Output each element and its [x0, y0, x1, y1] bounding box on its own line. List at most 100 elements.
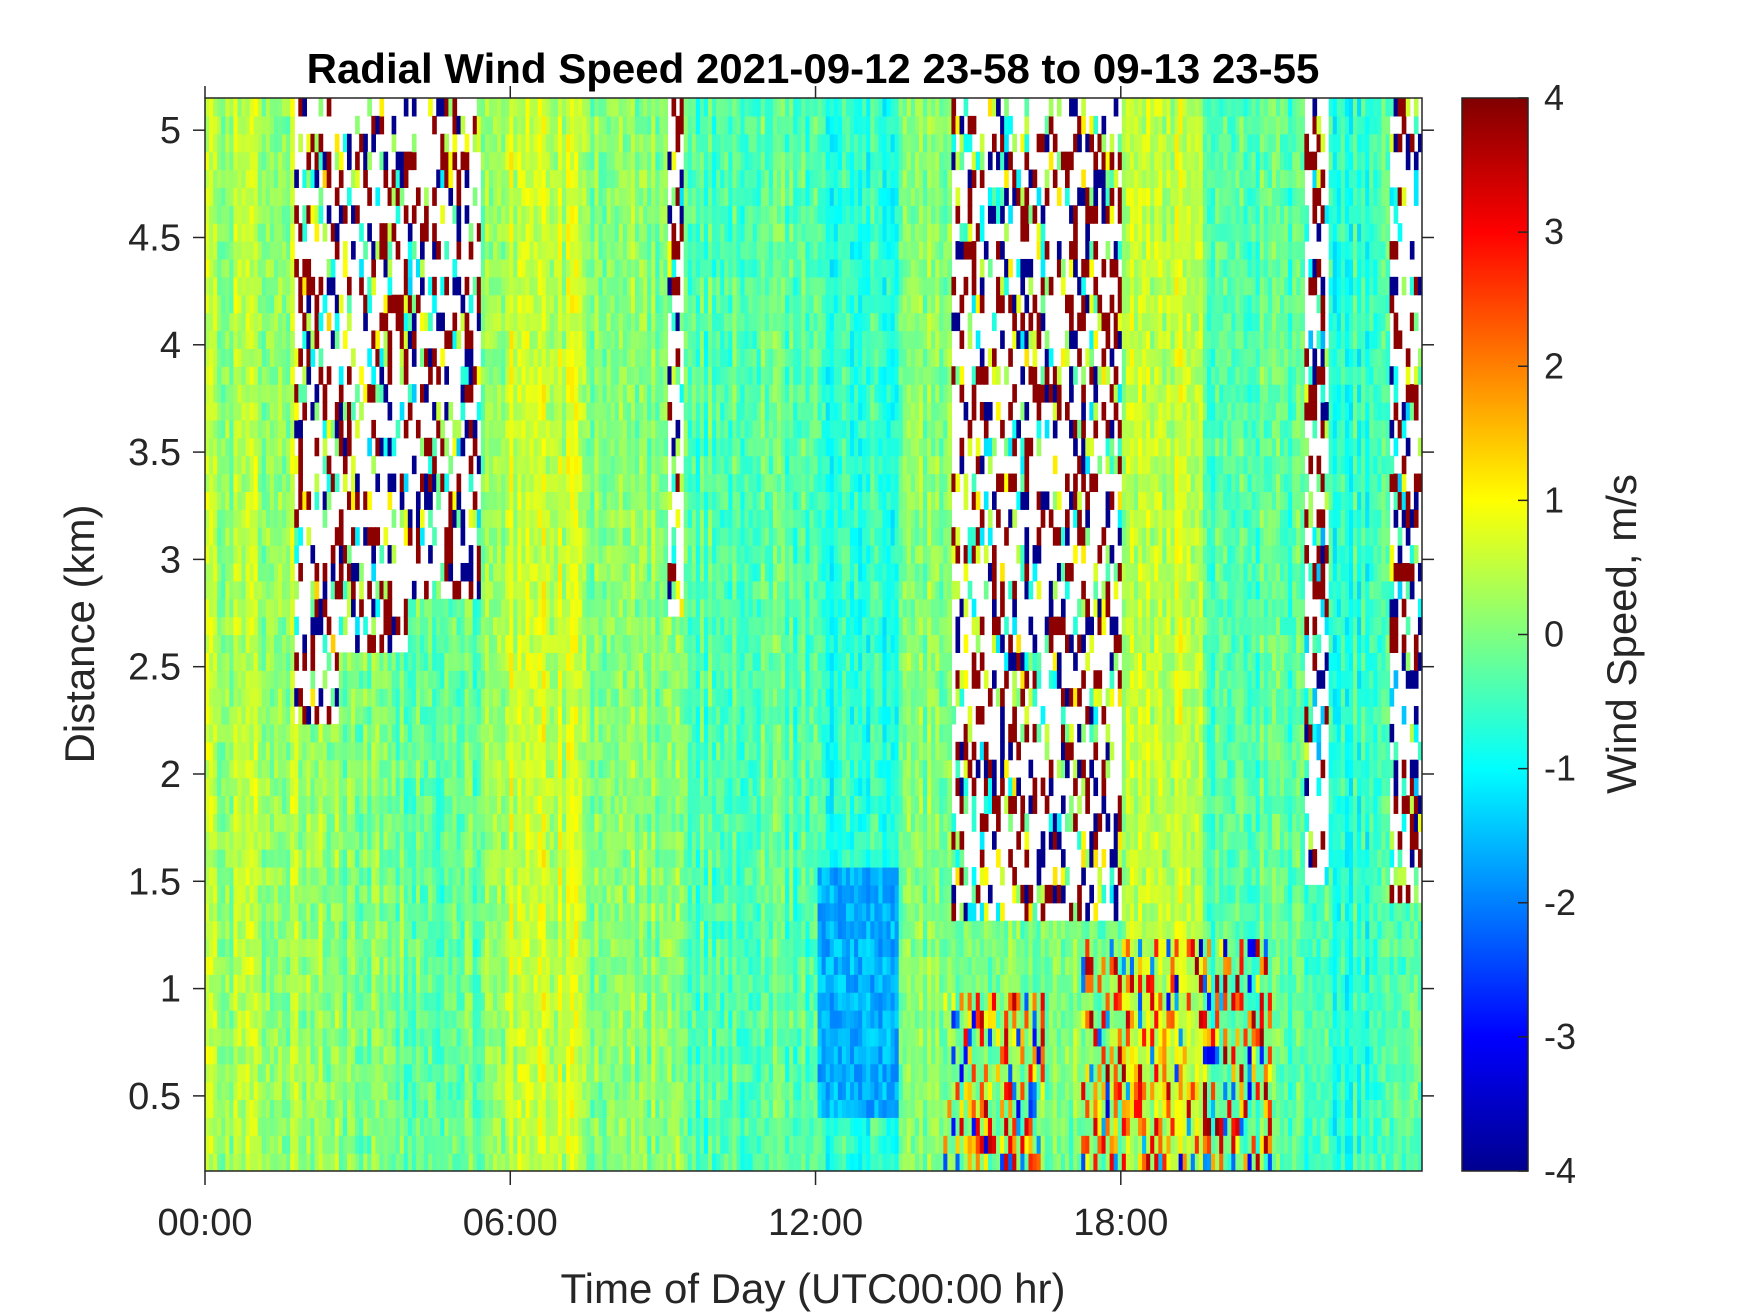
heatmap-cell — [318, 866, 324, 886]
heatmap-cell — [391, 1117, 397, 1136]
heatmap-cell — [371, 598, 376, 618]
heatmap-cell — [574, 1117, 579, 1136]
heatmap-cell — [229, 938, 234, 957]
heatmap-cell — [472, 741, 478, 761]
heatmap-cell — [586, 348, 591, 367]
heatmap-cell — [395, 1081, 401, 1101]
heatmap-cell — [363, 688, 368, 707]
heatmap-cell — [399, 1135, 405, 1154]
heatmap-cell — [286, 706, 291, 725]
heatmap-cell — [537, 616, 543, 636]
heatmap-cell — [217, 1081, 222, 1101]
heatmap-cell — [436, 1135, 441, 1154]
heatmap-cell — [355, 974, 360, 993]
heatmap-cell — [553, 956, 559, 975]
heatmap-cell — [363, 1027, 368, 1047]
heatmap-cell — [249, 884, 255, 904]
heatmap-cell — [237, 258, 243, 278]
heatmap-cell — [407, 938, 413, 957]
heatmap-cell — [513, 1063, 518, 1083]
heatmap-cell — [420, 598, 425, 618]
heatmap-cell — [549, 419, 555, 439]
heatmap-cell — [205, 223, 210, 242]
heatmap-cell — [517, 1135, 523, 1154]
heatmap-cell — [314, 1027, 320, 1047]
heatmap-cell — [484, 813, 490, 832]
heatmap-cell — [574, 276, 579, 296]
heatmap-cell — [273, 616, 279, 636]
heatmap-cell — [533, 419, 539, 439]
heatmap-cell — [326, 866, 332, 886]
heatmap-cell — [488, 491, 494, 510]
heatmap-cell — [444, 1010, 449, 1029]
heatmap-cell — [436, 580, 441, 600]
heatmap-cell — [493, 366, 498, 385]
heatmap-cell — [338, 1153, 344, 1171]
heatmap-cell — [561, 723, 567, 743]
heatmap-cell — [440, 437, 445, 457]
heatmap-cell — [432, 187, 437, 206]
heatmap-cell — [505, 348, 510, 367]
heatmap-cell — [395, 974, 401, 993]
heatmap-cell — [221, 956, 226, 975]
heatmap-cell — [590, 849, 596, 868]
heatmap-cell — [468, 706, 474, 725]
heatmap-cell — [322, 384, 328, 403]
heatmap-cell — [497, 241, 502, 260]
heatmap-cell — [493, 1027, 498, 1047]
heatmap-cell — [249, 223, 255, 242]
heatmap-cell — [570, 866, 575, 886]
heatmap-cell — [493, 312, 498, 332]
heatmap-cell — [290, 348, 295, 367]
heatmap-cell — [209, 276, 214, 296]
heatmap-cell — [415, 741, 421, 761]
heatmap-cell — [249, 1117, 255, 1136]
heatmap-cell — [342, 1153, 348, 1171]
heatmap-cell — [209, 312, 214, 332]
heatmap-cell — [257, 384, 263, 403]
heatmap-cell — [326, 258, 332, 278]
heatmap-cell — [594, 759, 600, 779]
heatmap-cell — [574, 241, 579, 260]
heatmap-cell — [237, 938, 243, 957]
heatmap-cell — [440, 866, 445, 886]
heatmap-cell — [355, 473, 360, 493]
heatmap-cell — [452, 133, 458, 153]
heatmap-cell — [480, 133, 486, 153]
heatmap-cell — [529, 509, 535, 528]
heatmap-cell — [517, 133, 523, 153]
heatmap-cell — [261, 527, 267, 546]
heatmap-cell — [391, 1027, 397, 1047]
heatmap-cell — [367, 1153, 372, 1171]
heatmap-cell — [545, 348, 551, 367]
heatmap-cell — [545, 902, 551, 922]
heatmap-cell — [342, 866, 348, 886]
heatmap-cell — [217, 884, 222, 904]
heatmap-cell — [541, 545, 547, 564]
heatmap-cell — [334, 831, 340, 850]
heatmap-cell — [257, 258, 263, 278]
heatmap-cell — [375, 902, 381, 922]
heatmap-cell — [549, 455, 555, 475]
heatmap-cell — [493, 938, 498, 957]
heatmap-cell — [310, 831, 316, 850]
heatmap-cell — [444, 402, 449, 421]
heatmap-cell — [448, 491, 454, 510]
heatmap-cell — [561, 670, 567, 689]
heatmap-cell — [472, 133, 478, 153]
heatmap-cell — [480, 884, 486, 904]
heatmap-cell — [411, 992, 417, 1011]
heatmap-cell — [213, 1135, 218, 1154]
heatmap-cell — [488, 312, 494, 332]
heatmap-cell — [318, 920, 324, 940]
heatmap-cell — [351, 884, 356, 904]
heatmap-cell — [371, 616, 376, 636]
heatmap-cell — [590, 902, 596, 922]
heatmap-cell — [371, 849, 376, 868]
heatmap-cell — [245, 437, 251, 457]
heatmap-cell — [217, 992, 222, 1011]
heatmap-cell — [574, 455, 579, 475]
heatmap-cell — [257, 98, 263, 117]
heatmap-cell — [566, 205, 571, 224]
heatmap-cell — [265, 992, 271, 1011]
